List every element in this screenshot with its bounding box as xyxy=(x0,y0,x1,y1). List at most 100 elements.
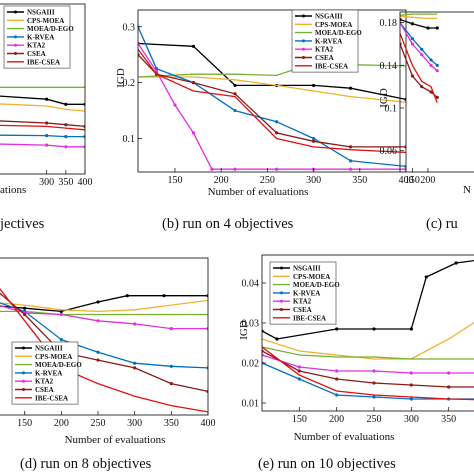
x-tick-label: 150 xyxy=(292,414,307,425)
data-point xyxy=(169,382,173,386)
data-point xyxy=(311,139,316,143)
x-tick-label: 200 xyxy=(329,414,344,425)
legend-label: MOEA/D-EGO xyxy=(35,361,82,369)
panel-e: 150 200 250 300 350 0.01 0.02 0.03 0.04 NSGAIIICP… xyxy=(238,254,474,472)
data-point xyxy=(311,136,316,141)
panel-a: 300 350 400 NSGAIIICPS-MOEAMOEA/D-EGOK-RVEA… xyxy=(0,3,93,232)
plot-c: 150 200 0.06 0.1 0.14 0.18 xyxy=(380,11,474,186)
data-point xyxy=(429,63,433,67)
legend-label: K-RVEA xyxy=(27,33,54,41)
y-tick-label: 0.14 xyxy=(380,61,398,72)
x-tick-label: 350 xyxy=(164,418,179,429)
y-tick-label: 0.2 xyxy=(123,78,136,89)
legend-label: NSGAIII xyxy=(35,345,63,353)
data-point xyxy=(372,327,376,331)
series-line-k-rvea xyxy=(138,26,406,168)
legend-marker xyxy=(22,379,25,383)
series-area xyxy=(0,288,208,413)
data-point xyxy=(23,306,27,310)
data-point xyxy=(96,300,100,304)
axes-frame xyxy=(137,9,407,173)
x-tick-label: 400 xyxy=(201,418,216,429)
legend-marker xyxy=(280,291,283,295)
legend-label: MOEA/D-EGO xyxy=(315,29,362,37)
legend-marker xyxy=(22,388,25,391)
legend-marker xyxy=(22,371,25,375)
data-point xyxy=(45,121,49,125)
series-line-ibe-csea xyxy=(0,124,85,131)
legend-marker xyxy=(14,52,17,55)
data-point xyxy=(348,159,353,163)
data-point xyxy=(133,322,137,326)
ylabel-c: IGD xyxy=(378,88,390,108)
legend-marker xyxy=(302,56,305,59)
series-line-ibe-csea xyxy=(400,33,438,103)
x-tick-label: 200 xyxy=(420,175,435,186)
data-point xyxy=(348,86,353,90)
data-point xyxy=(409,383,413,387)
data-point xyxy=(162,294,166,298)
legend-label: CPS-MOEA xyxy=(315,21,352,29)
data-point xyxy=(424,275,428,279)
data-point xyxy=(297,377,301,381)
data-point xyxy=(435,69,439,73)
data-point xyxy=(23,312,27,317)
xlabel-d: Number of evaluations xyxy=(65,434,166,446)
legend-label: NSGAIII xyxy=(315,13,343,21)
data-point xyxy=(454,261,458,265)
axes-frame xyxy=(0,3,86,175)
series-line-nsgaiii xyxy=(262,259,474,340)
legend-marker xyxy=(280,266,283,270)
data-point xyxy=(435,63,439,67)
legend-label: CPS-MOEA xyxy=(293,273,330,281)
series-line-cps-moea xyxy=(400,15,438,20)
legend-label: NSGAIII xyxy=(293,265,321,273)
legend-label: CSEA xyxy=(35,386,54,394)
caption-a: jectives xyxy=(0,216,45,232)
x-tick-label: 150 xyxy=(17,418,32,429)
data-point xyxy=(275,131,279,135)
legend-marker xyxy=(14,35,17,39)
x-tick-label: 150 xyxy=(167,175,182,186)
data-point xyxy=(64,102,68,106)
y-tick-label: 0.02 xyxy=(242,359,260,370)
series-line-cps-moea xyxy=(0,299,208,313)
legend-label: NSGAIII xyxy=(27,9,55,17)
data-point xyxy=(275,167,279,171)
ylabel-e: IGD xyxy=(238,320,250,340)
data-point xyxy=(64,123,68,127)
legend-label: IBE-CSEA xyxy=(27,58,60,66)
legend-label: MOEA/D-EGO xyxy=(27,25,74,33)
legend: NSGAIIICPS-MOEAMOEA/D-EGOK-RVEAKTA2CSEAI… xyxy=(291,9,362,73)
data-point xyxy=(372,369,376,373)
series-line-moea-d-ego xyxy=(138,62,406,78)
data-point xyxy=(348,167,353,171)
x-tick-label: 300 xyxy=(306,175,321,186)
data-point xyxy=(429,58,433,62)
data-point xyxy=(59,312,63,317)
series-area xyxy=(0,86,85,149)
plot-a: 300 350 400 NSGAIIICPS-MOEAMOEA/D-EGOK-RVEA… xyxy=(0,3,93,188)
series-line-kta2 xyxy=(138,43,406,170)
legend-marker xyxy=(302,39,305,43)
legend-label: CPS-MOEA xyxy=(27,17,64,25)
legend-label: KTA2 xyxy=(293,298,312,306)
legend-label: K-RVEA xyxy=(35,369,62,377)
data-point xyxy=(191,81,196,85)
panel-d: 150 200 250 300 350 400 NSGAIIICPS-MOEAMOEA/D-… xyxy=(0,257,216,472)
series-line-csea xyxy=(138,54,406,148)
legend-label: MOEA/D-EGO xyxy=(293,281,340,289)
x-tick-label: 250 xyxy=(260,175,275,186)
series-area xyxy=(138,25,406,171)
legend-label: CPS-MOEA xyxy=(35,353,72,361)
data-point xyxy=(409,397,413,401)
data-point xyxy=(426,26,430,30)
data-point xyxy=(191,44,196,48)
ylabel-b: IGD xyxy=(115,68,127,88)
plot-d: 150 200 250 300 350 400 NSGAIIICPS-MOEAMOEA/D-… xyxy=(0,257,216,429)
series-line-nsgaiii xyxy=(0,95,85,105)
data-point xyxy=(429,90,433,94)
data-point xyxy=(233,83,237,88)
data-point xyxy=(335,393,339,397)
data-point xyxy=(233,167,237,171)
